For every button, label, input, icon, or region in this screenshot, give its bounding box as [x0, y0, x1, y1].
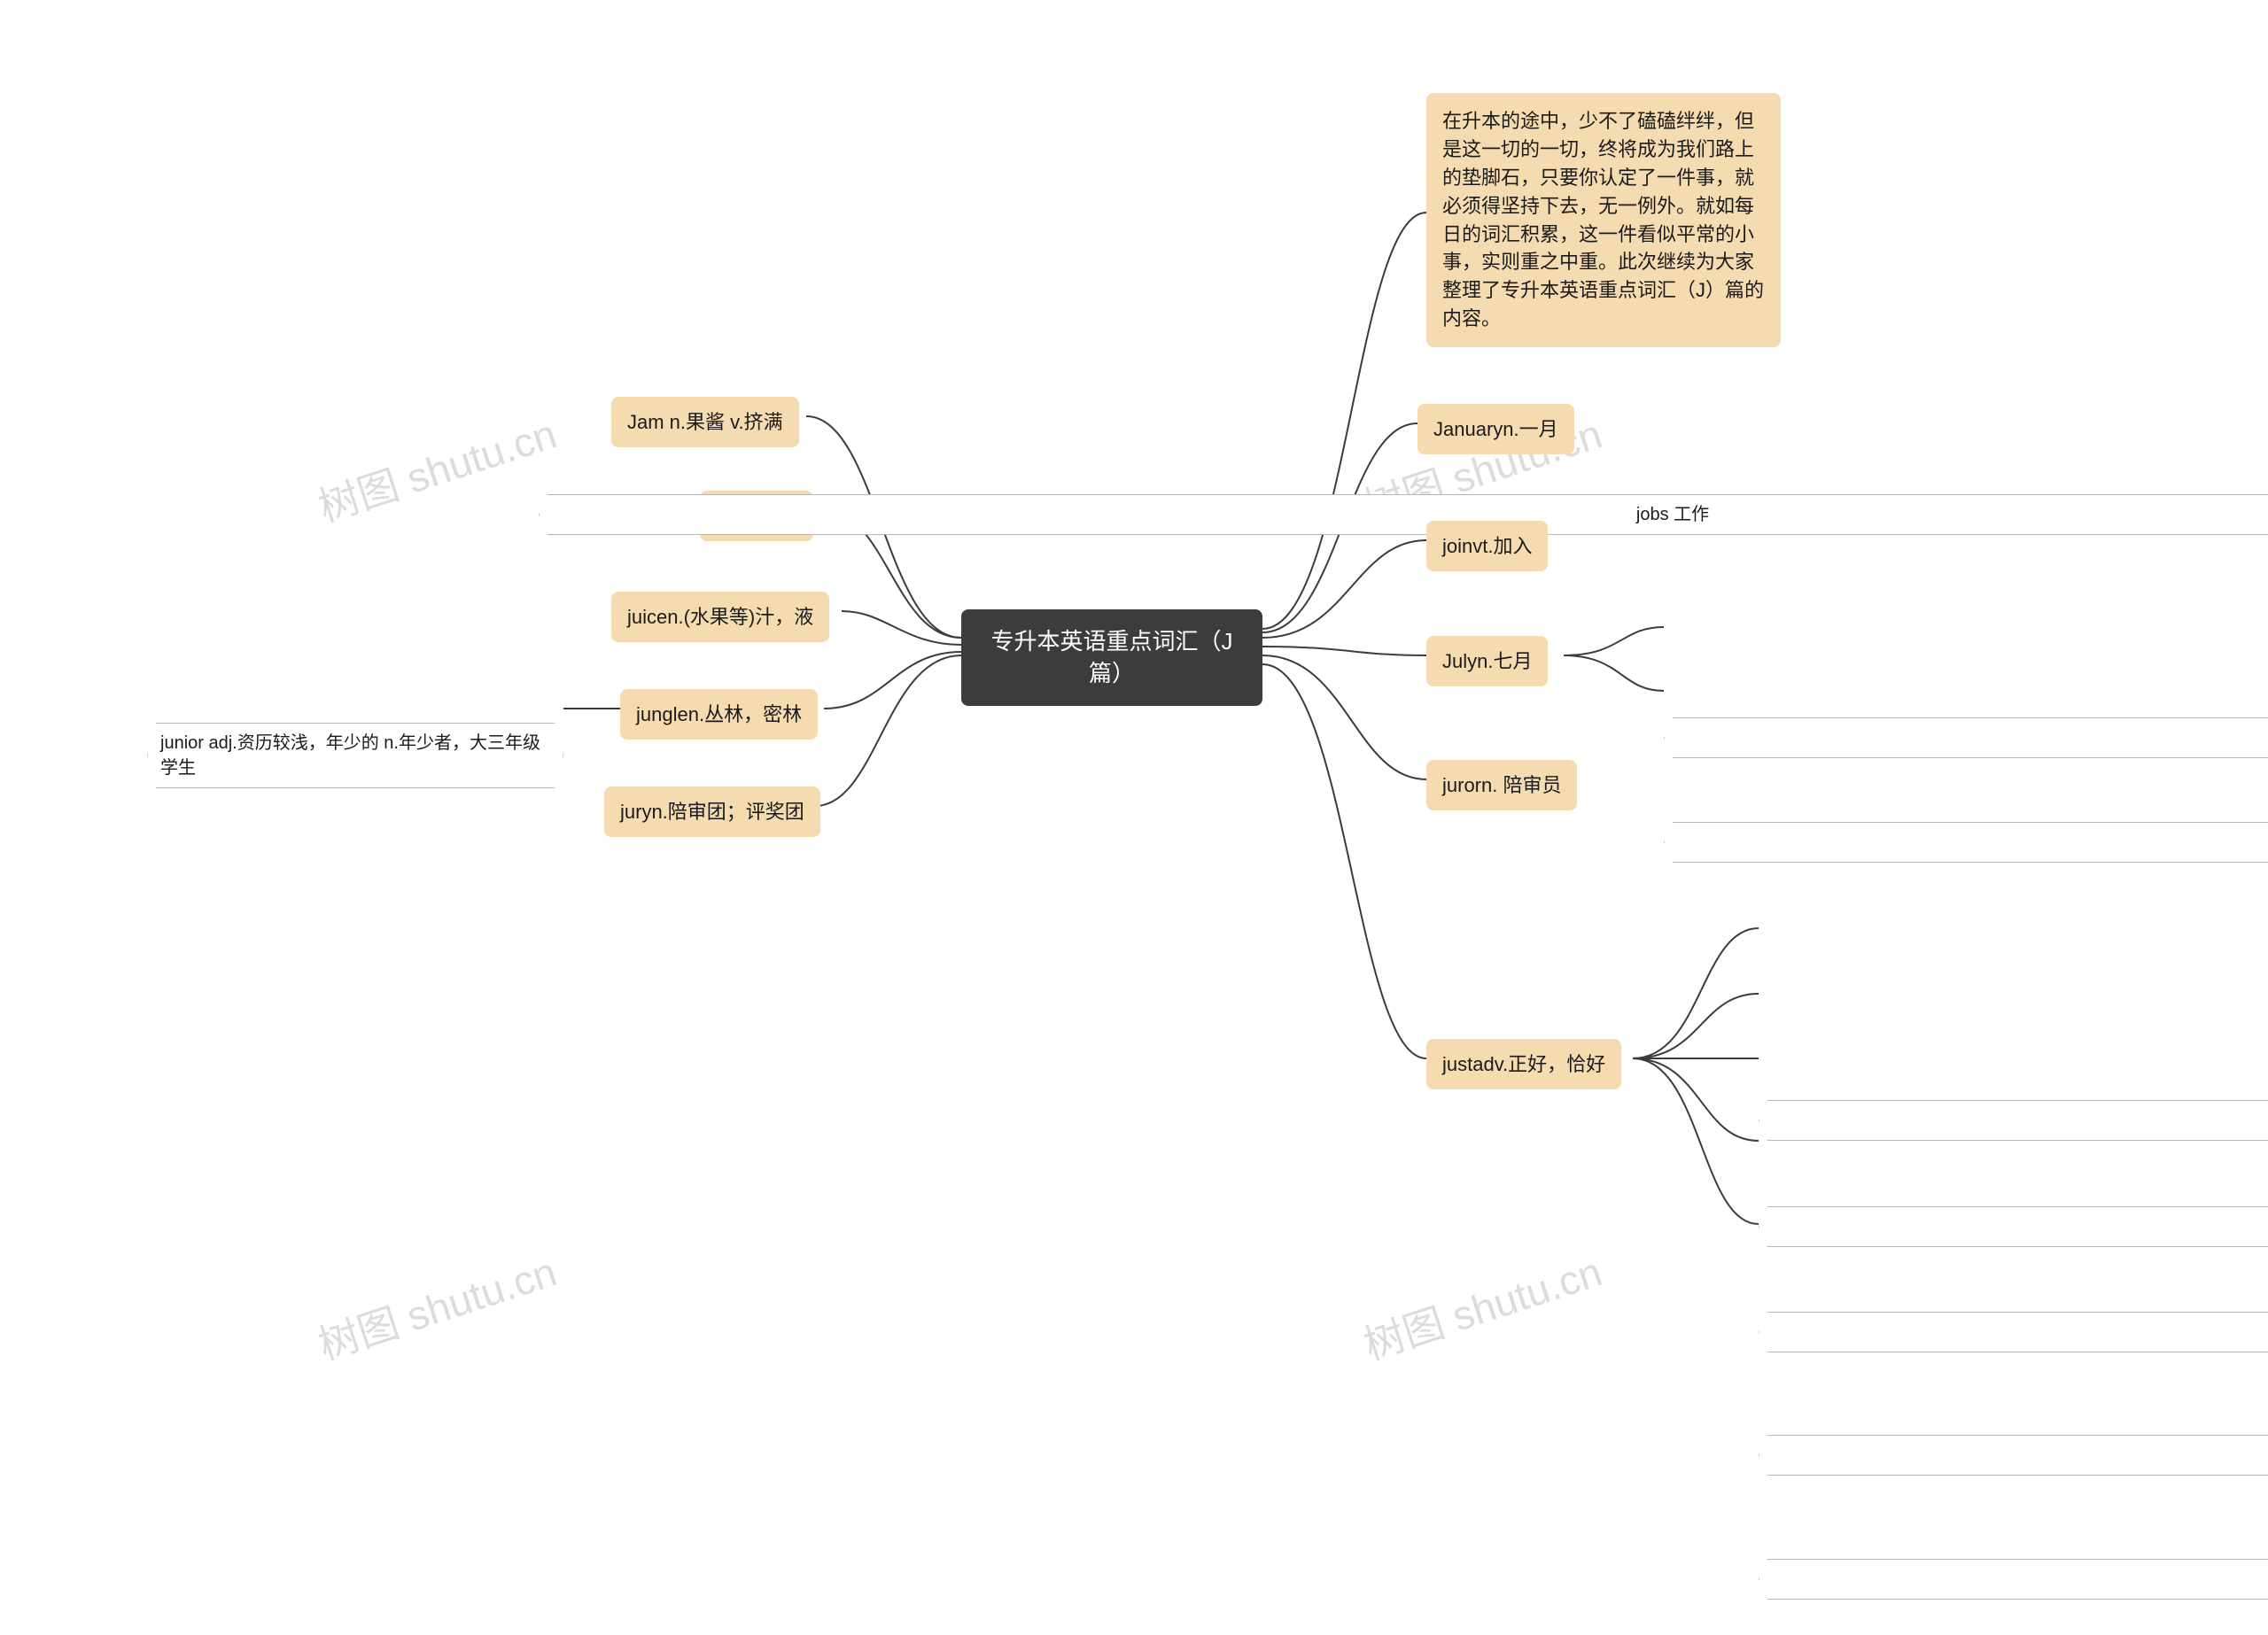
node-just: justadv.正好，恰好 [1426, 1039, 1621, 1089]
node-jobs: jobs 工作 [539, 494, 2268, 535]
node-label: Julyn.七月 [1442, 647, 1532, 676]
node-june: June n.六月 [1664, 822, 2268, 863]
watermark: 树图 shutu.cn [310, 1240, 563, 1372]
node-join: joinvt.加入 [1426, 521, 1548, 571]
node-label: juicen.(水果等)汁，液 [627, 602, 813, 632]
center-label: 专升本英语重点词汇（J篇） [981, 625, 1243, 690]
node-label: joinvt.加入 [1442, 531, 1532, 561]
node-july: Julyn.七月 [1426, 636, 1548, 686]
node-label: jobs 工作 [1636, 502, 1709, 527]
node-label: 在升本的途中，少不了磕磕绊绊，但是这一切的一切，终将成为我们路上的垫脚石，只要你… [1442, 107, 1765, 333]
node-january: Januaryn.一月 [1418, 404, 1574, 454]
node-label: juryn.陪审团；评奖团 [620, 797, 804, 826]
node-jam: Jam n.果酱 v.挤满 [611, 397, 799, 447]
node-label: junior adj.资历较浅，年少的 n.年少者，大三年级学生 [160, 731, 550, 780]
mindmap-connectors [0, 0, 2268, 1635]
watermark: 树图 shutu.cn [1355, 1240, 1608, 1372]
node-jury: juryn.陪审团；评奖团 [604, 787, 820, 837]
node-juror: jurorn. 陪审员 [1426, 760, 1577, 810]
node-hpian: 专升本英语重点词汇（H篇） [1759, 1559, 2268, 1600]
watermark: 树图 shutu.cn [310, 402, 563, 534]
mindmap-center: 专升本英语重点词汇（J篇） [961, 609, 1262, 706]
node-judge: judge v.判断 [1759, 1100, 2268, 1141]
node-label: justadv.正好，恰好 [1442, 1050, 1605, 1079]
node-label: jurorn. 陪审员 [1442, 771, 1561, 800]
node-label: Januaryn.一月 [1433, 415, 1558, 444]
node-juice: juicen.(水果等)汁，液 [611, 592, 829, 642]
node-jungle: junglen.丛林，密林 [620, 689, 818, 740]
node-justify: justify v.证明……正当 [1759, 1206, 2268, 1247]
node-recommend: 推荐阅读 [1759, 1312, 2268, 1352]
node-label: junglen.丛林，密林 [636, 700, 802, 729]
node-label: Jam n.果酱 v.挤满 [627, 407, 783, 437]
node-jump: jump vi.跳；暴涨 vt.跳过 [1664, 717, 2268, 758]
node-junior: junior adj.资历较浅，年少的 n.年少者，大三年级学生 [147, 723, 563, 788]
node-desc: 在升本的途中，少不了磕磕绊绊，但是这一切的一切，终将成为我们路上的垫脚石，只要你… [1426, 93, 1781, 347]
node-ipian: 专升本英语重点词汇（I篇） [1759, 1435, 2268, 1476]
